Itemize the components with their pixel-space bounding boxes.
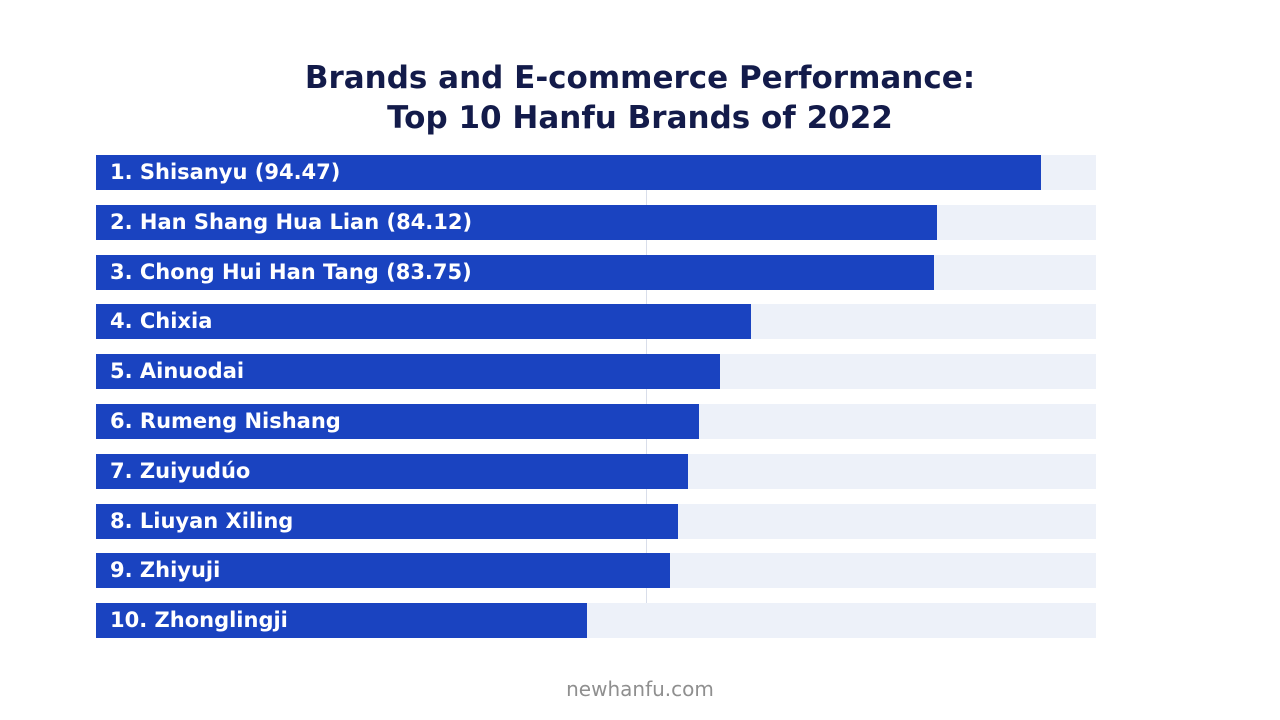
bar [96, 553, 670, 588]
bar [96, 205, 937, 240]
chart-title: Brands and E-commerce Performance: Top 1… [0, 58, 1280, 138]
bar-chart: 1. Shisanyu (94.47) 2. Han Shang Hua Lian… [96, 155, 1096, 638]
chart-title-line-1: Brands and E-commerce Performance: [304, 60, 976, 96]
bar [96, 155, 1041, 190]
bar-label: 8. Liuyan Xiling [110, 509, 294, 533]
bar-label: 6. Rumeng Nishang [110, 409, 341, 433]
gridline [646, 155, 647, 637]
bar-label: 7. Zuiyudúo [110, 459, 251, 483]
bar-label: 2. Han Shang Hua Lian (84.12) [110, 210, 473, 234]
bar [96, 454, 688, 489]
chart-title-line-2: Top 10 Hanfu Brands of 2022 [387, 100, 893, 136]
bar-label: 4. Chixia [110, 309, 213, 333]
bar [96, 255, 934, 290]
bar-label: 3. Chong Hui Han Tang (83.75) [110, 260, 472, 284]
bar-label: 9. Zhiyuji [110, 558, 221, 582]
bar-label: 5. Ainuodai [110, 359, 245, 383]
footer-watermark: newhanfu.com [566, 677, 714, 701]
bar [96, 504, 678, 539]
bar [96, 304, 751, 339]
bar [96, 603, 587, 638]
bar [96, 354, 720, 389]
bar [96, 404, 699, 439]
bar-label: 10. Zhonglingji [110, 608, 288, 632]
bar-label: 1. Shisanyu (94.47) [110, 160, 341, 184]
